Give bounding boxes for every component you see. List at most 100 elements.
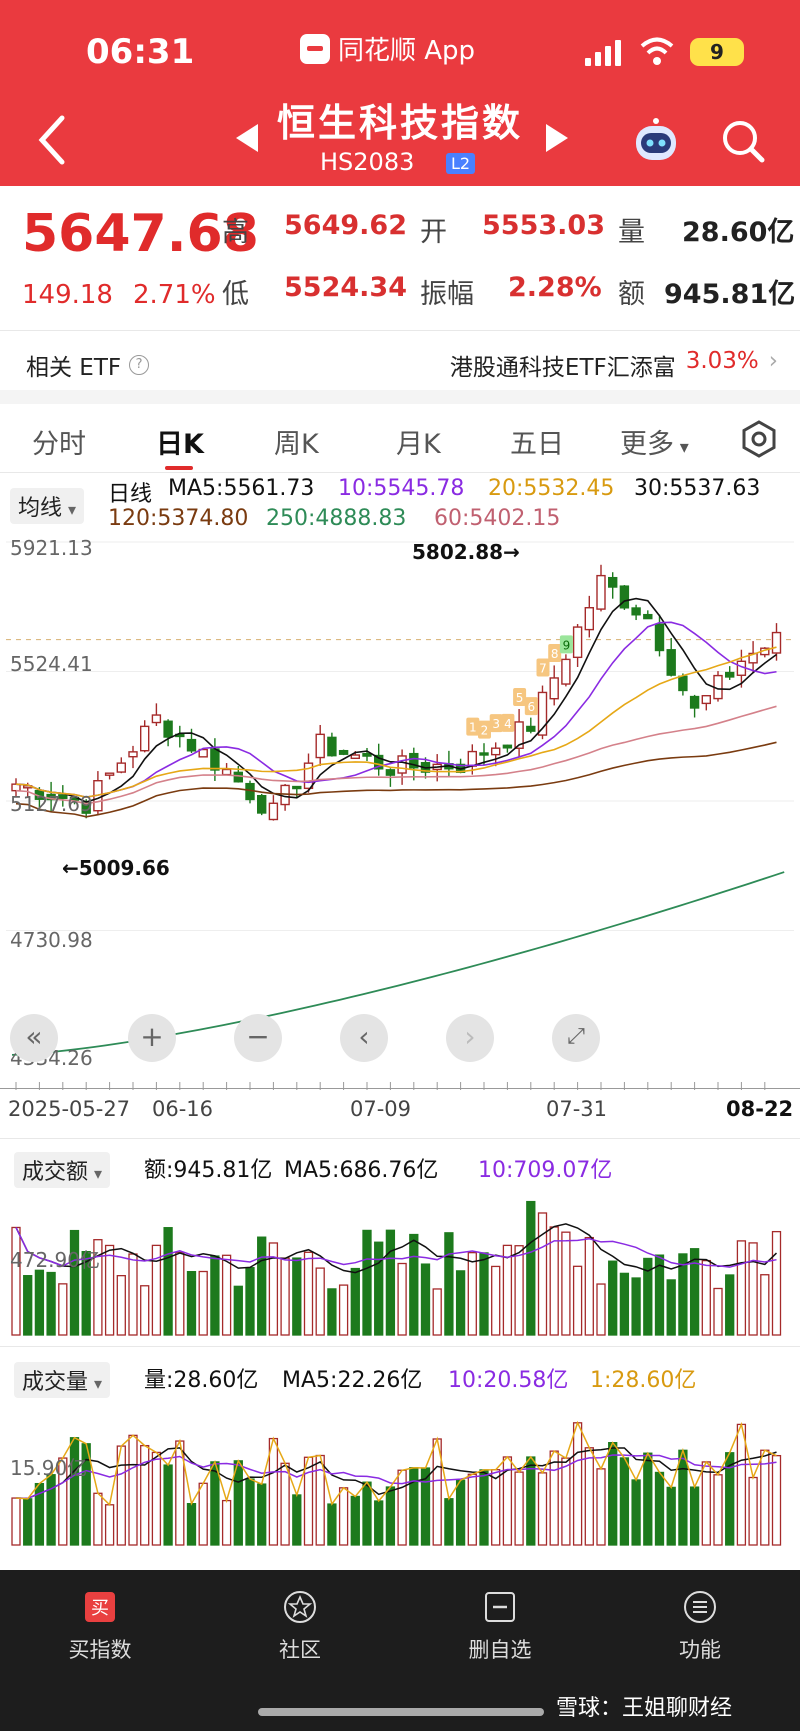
amount-bar xyxy=(186,1270,197,1336)
candle-body xyxy=(245,782,255,801)
volume-chart xyxy=(11,1420,782,1546)
search-icon[interactable] xyxy=(718,116,768,166)
amount-bar xyxy=(69,1229,80,1336)
kline-chart[interactable]: 1 2 3 456 789 xyxy=(0,530,800,1090)
volume-selector[interactable]: 成交量 xyxy=(14,1362,111,1398)
zoom-in-button[interactable]: + xyxy=(128,1014,176,1062)
tab-five-day[interactable]: 五日 xyxy=(510,429,564,460)
nav-functions[interactable]: 功能 xyxy=(640,1590,760,1664)
settings-icon[interactable] xyxy=(740,420,778,458)
bottom-nav: 买 买指数 社区 删自选 功能 xyxy=(0,1570,800,1731)
low-label: 低 xyxy=(222,279,249,310)
amount-bar xyxy=(350,1267,360,1336)
help-icon[interactable]: ? xyxy=(129,355,150,375)
nav-buy-index[interactable]: 买 买指数 xyxy=(40,1590,160,1664)
candle-body xyxy=(186,738,197,752)
last-price: 5647.68 xyxy=(22,204,259,264)
etf-link[interactable]: 港股通科技ETF汇添富 3.03% › xyxy=(450,348,778,382)
volume-bar xyxy=(491,1469,501,1546)
volume-bar xyxy=(257,1483,267,1546)
amount-bar xyxy=(221,1254,232,1336)
community-icon xyxy=(284,1591,316,1623)
scroll-right-button[interactable]: › xyxy=(446,1014,494,1062)
ma250-value: 250:4888.83 xyxy=(266,506,407,531)
tab-monthly-k[interactable]: 月K xyxy=(396,429,441,460)
amount-bar xyxy=(479,1252,489,1336)
volume-ma5: MA5:22.26亿 xyxy=(282,1368,423,1393)
volume-bar xyxy=(678,1449,688,1546)
candle-body xyxy=(526,725,536,732)
volume-bar xyxy=(128,1434,138,1546)
volume-bar xyxy=(140,1444,150,1546)
volume-bar xyxy=(221,1499,232,1546)
back-icon[interactable] xyxy=(32,112,72,168)
amount-bar xyxy=(514,1245,524,1336)
demark-marker xyxy=(489,714,503,733)
candle-body xyxy=(689,695,700,709)
rewind-button[interactable]: « xyxy=(10,1014,58,1062)
candle-body xyxy=(479,752,489,756)
candle-body xyxy=(128,751,138,758)
demark-label: 8 xyxy=(551,647,559,661)
amount-value: 945.81亿 xyxy=(664,279,796,310)
demark-marker xyxy=(501,713,515,732)
volume-bar xyxy=(11,1497,21,1546)
candle-body xyxy=(268,802,279,821)
amount-bar xyxy=(596,1283,606,1336)
demark-marker xyxy=(548,643,562,662)
candle-body xyxy=(338,749,349,755)
candle-body xyxy=(210,748,220,771)
svg-text:买: 买 xyxy=(91,1598,109,1619)
zoom-out-button[interactable]: − xyxy=(234,1014,282,1062)
ma-line xyxy=(15,1223,778,1274)
fullscreen-button[interactable]: ⤢ xyxy=(552,1014,600,1062)
ma-selector[interactable]: 均线 xyxy=(10,488,85,524)
candle-body xyxy=(292,785,302,790)
high-annotation: 5802.88→ xyxy=(412,540,520,564)
candle-body xyxy=(327,736,337,757)
volume-value: 28.60亿 xyxy=(682,217,795,248)
app-name: 同花顺 App xyxy=(338,36,476,66)
robot-assistant-icon[interactable] xyxy=(630,116,682,166)
demark-label: 6 xyxy=(527,700,535,714)
nav-community[interactable]: 社区 xyxy=(240,1590,360,1664)
prev-index-icon[interactable] xyxy=(236,124,258,152)
volume-bar xyxy=(409,1467,419,1546)
index-code: HS2083 xyxy=(320,148,415,176)
tab-daily-k[interactable]: 日K xyxy=(156,429,204,460)
amount-bar xyxy=(140,1285,150,1336)
candle-body xyxy=(397,755,407,774)
nav-remove-watchlist[interactable]: 删自选 xyxy=(440,1590,560,1664)
nav-community-label: 社区 xyxy=(279,1638,321,1662)
tab-weekly-k[interactable]: 周K xyxy=(274,429,319,460)
period-tabs: 分时 日K 周K 月K 五日 更多 ▾ xyxy=(0,414,800,470)
volume-bar xyxy=(455,1479,466,1546)
buy-icon: 买 xyxy=(85,1592,115,1622)
watermark: 雪球：王姐聊财经 xyxy=(556,1696,733,1721)
candle-body xyxy=(385,769,396,776)
tab-timeshare[interactable]: 分时 xyxy=(32,429,86,460)
ma60-line xyxy=(15,705,777,805)
amount-today: 额:945.81亿 xyxy=(144,1158,273,1183)
wifi-icon xyxy=(640,37,674,65)
volume-bar xyxy=(666,1486,676,1546)
demark-label: 2 xyxy=(481,724,489,738)
candle-body xyxy=(549,677,559,700)
scroll-left-button[interactable]: ‹ xyxy=(340,1014,388,1062)
tab-more[interactable]: 更多 ▾ xyxy=(620,422,689,461)
volume-bar xyxy=(385,1486,396,1546)
x-label-2: 07-09 xyxy=(350,1097,412,1121)
amount-bar xyxy=(725,1274,735,1336)
amount-selector[interactable]: 成交额 xyxy=(14,1152,111,1188)
next-index-icon[interactable] xyxy=(546,124,568,152)
remove-watchlist-icon xyxy=(485,1592,515,1622)
amount-bar xyxy=(292,1257,302,1336)
demark-marker xyxy=(524,697,538,716)
candle-body xyxy=(362,753,372,757)
ma-line xyxy=(15,1420,777,1507)
volume-bar xyxy=(104,1504,115,1546)
demark-label: 9 xyxy=(563,638,571,652)
volume-bar xyxy=(245,1478,255,1546)
volume-ma1: 1:28.60亿 xyxy=(590,1368,697,1393)
divider xyxy=(0,1346,800,1347)
